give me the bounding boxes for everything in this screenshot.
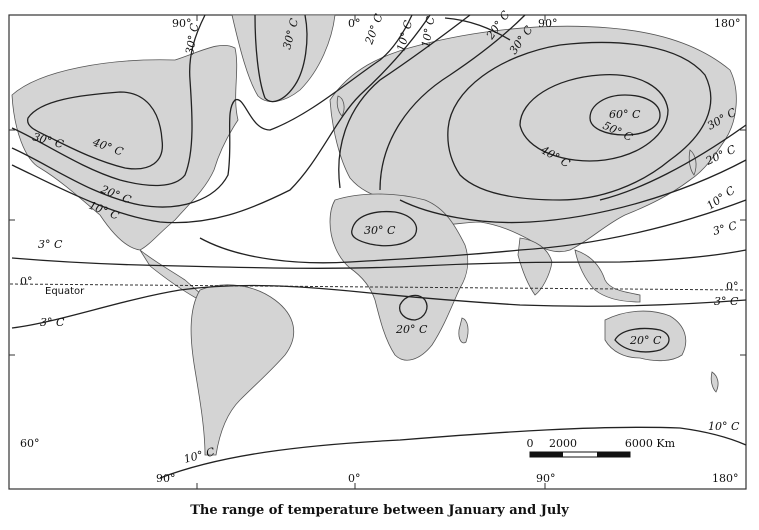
label-east-3-south: 3° C xyxy=(714,295,739,308)
isotherm-greenland-30 xyxy=(254,14,308,103)
lon-bottom-180: 180° xyxy=(712,472,739,485)
label-west-3-north: 3° C xyxy=(38,238,63,251)
greenland xyxy=(231,14,336,103)
lon-top-180: 180° xyxy=(714,17,741,30)
isotherm-australia-20 xyxy=(614,327,670,353)
map-border xyxy=(8,14,747,490)
isotherm-east-20 xyxy=(399,159,747,224)
africa xyxy=(329,193,469,361)
lat-60: 60° xyxy=(20,437,40,450)
lon-top-90e: 90° xyxy=(538,17,558,30)
south-america xyxy=(190,284,294,456)
isotherm-asia-50 xyxy=(519,74,669,162)
lon-bottom-90e: 90° xyxy=(536,472,556,485)
scale-bar: 0 2000 6000 Km xyxy=(527,437,676,458)
scale-tick-0: 0 xyxy=(527,437,534,450)
label-sahara-30: 30° C xyxy=(364,224,396,237)
southeast-asia xyxy=(574,249,641,303)
frame-ticks xyxy=(9,15,746,489)
lon-top-90w: 90° xyxy=(172,17,192,30)
isotherm-south-10 xyxy=(159,426,747,479)
isotherm-sahara-30 xyxy=(351,210,418,247)
isotherm-east-10-loop xyxy=(199,199,747,264)
isotherm-east-30b xyxy=(599,124,747,201)
equator-label: Equator xyxy=(45,286,85,297)
scale-tick-6000: 6000 Km xyxy=(625,437,676,450)
isotherm-lines xyxy=(11,14,747,479)
label-west-3-south: 3° C xyxy=(40,316,65,329)
british-isles xyxy=(336,95,345,117)
japan xyxy=(688,149,697,176)
label-top-10b: 10° C xyxy=(419,15,437,49)
label-asia-60: 60° C xyxy=(609,108,641,121)
scale-tick-2000: 2000 xyxy=(549,437,577,450)
lon-top-0: 0° xyxy=(348,17,361,30)
isotherm-north-3 xyxy=(11,249,747,269)
isotherm-asia-40 xyxy=(447,41,712,201)
label-top-20: 20° C xyxy=(362,12,386,47)
map-caption: The range of temperature between January… xyxy=(190,503,569,518)
label-africa-20: 20° C xyxy=(395,323,428,336)
label-south-10-right: 10° C xyxy=(708,420,740,433)
equator-line xyxy=(9,283,746,291)
new-zealand xyxy=(710,371,719,393)
madagascar xyxy=(458,317,469,344)
isotherm-na-10 xyxy=(11,14,431,224)
isotherm-asia-60 xyxy=(589,94,661,136)
isotherm-south-3 xyxy=(11,284,747,329)
north-america xyxy=(11,44,239,251)
lon-bottom-0: 0° xyxy=(348,472,361,485)
isotherm-africa-20 xyxy=(399,294,428,321)
india xyxy=(517,237,553,296)
isotherm-east-30 xyxy=(444,17,511,41)
equator-right-label: 0° xyxy=(726,280,739,293)
label-australia-20: 20° C xyxy=(629,334,662,347)
lon-bottom-90w: 90° xyxy=(156,472,176,485)
temperature-range-map: 0 2000 6000 Km 90° 0° 90° 180° 90° 0° 90… xyxy=(8,8,747,490)
label-east-10: 10° C xyxy=(704,183,738,212)
label-greenland-30a: 30° C xyxy=(183,22,201,56)
central-america xyxy=(139,249,201,299)
isotherm-na-30 xyxy=(11,14,206,187)
isotherm-top-20 xyxy=(338,14,471,189)
label-east-3: 3° C xyxy=(711,219,739,238)
isotherm-na-40 xyxy=(27,91,163,170)
isotherm-na-20 xyxy=(11,14,413,208)
lat-0: 0° xyxy=(20,275,33,288)
